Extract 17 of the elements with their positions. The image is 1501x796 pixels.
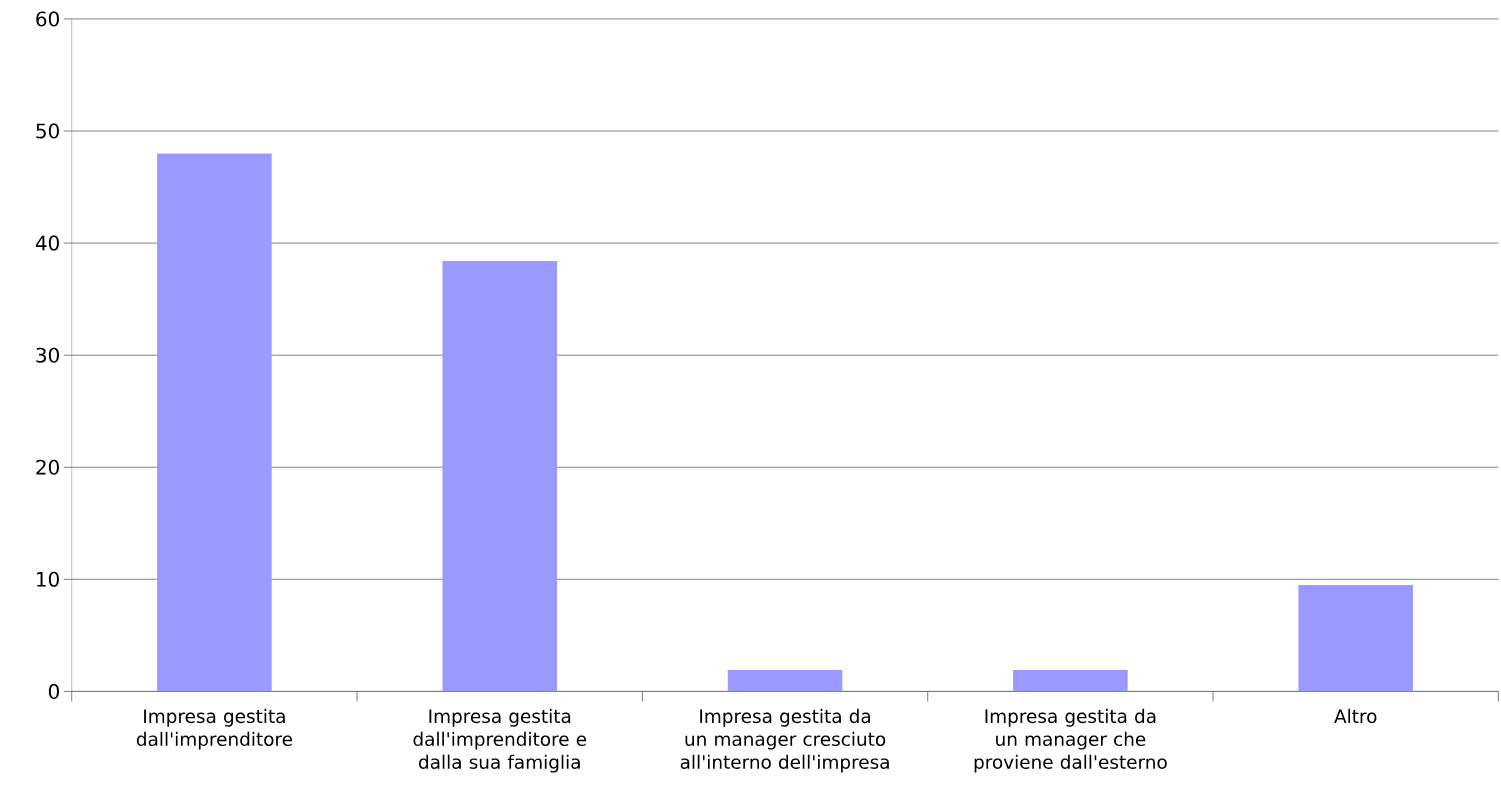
bar [442,261,558,692]
bar [1298,584,1413,692]
y-tick-label: 10 [37,571,59,587]
y-tick-label: 50 [36,123,59,139]
bar [727,670,843,692]
bar [1013,670,1128,692]
x-tick-label: Impresa gestita dall'imprenditore [136,708,293,750]
y-tick-label: 20 [36,459,59,475]
y-tick-label: 40 [35,235,59,251]
x-tick-label: Impresa gestita da un manager cresciuto all'interno dell'impresa [680,708,889,773]
bar [157,153,272,692]
x-tick-label: Altro [1334,708,1377,724]
x-tick-label: Impresa gestita dall'imprenditore e dalla sua famiglia [413,708,587,773]
y-tick-label: 30 [36,347,59,363]
y-tick-label: 60 [36,11,59,27]
x-tick-label: Impresa gestita da un manager che proviene dall'esterno [974,708,1167,773]
y-tick-label: 0 [48,683,59,699]
